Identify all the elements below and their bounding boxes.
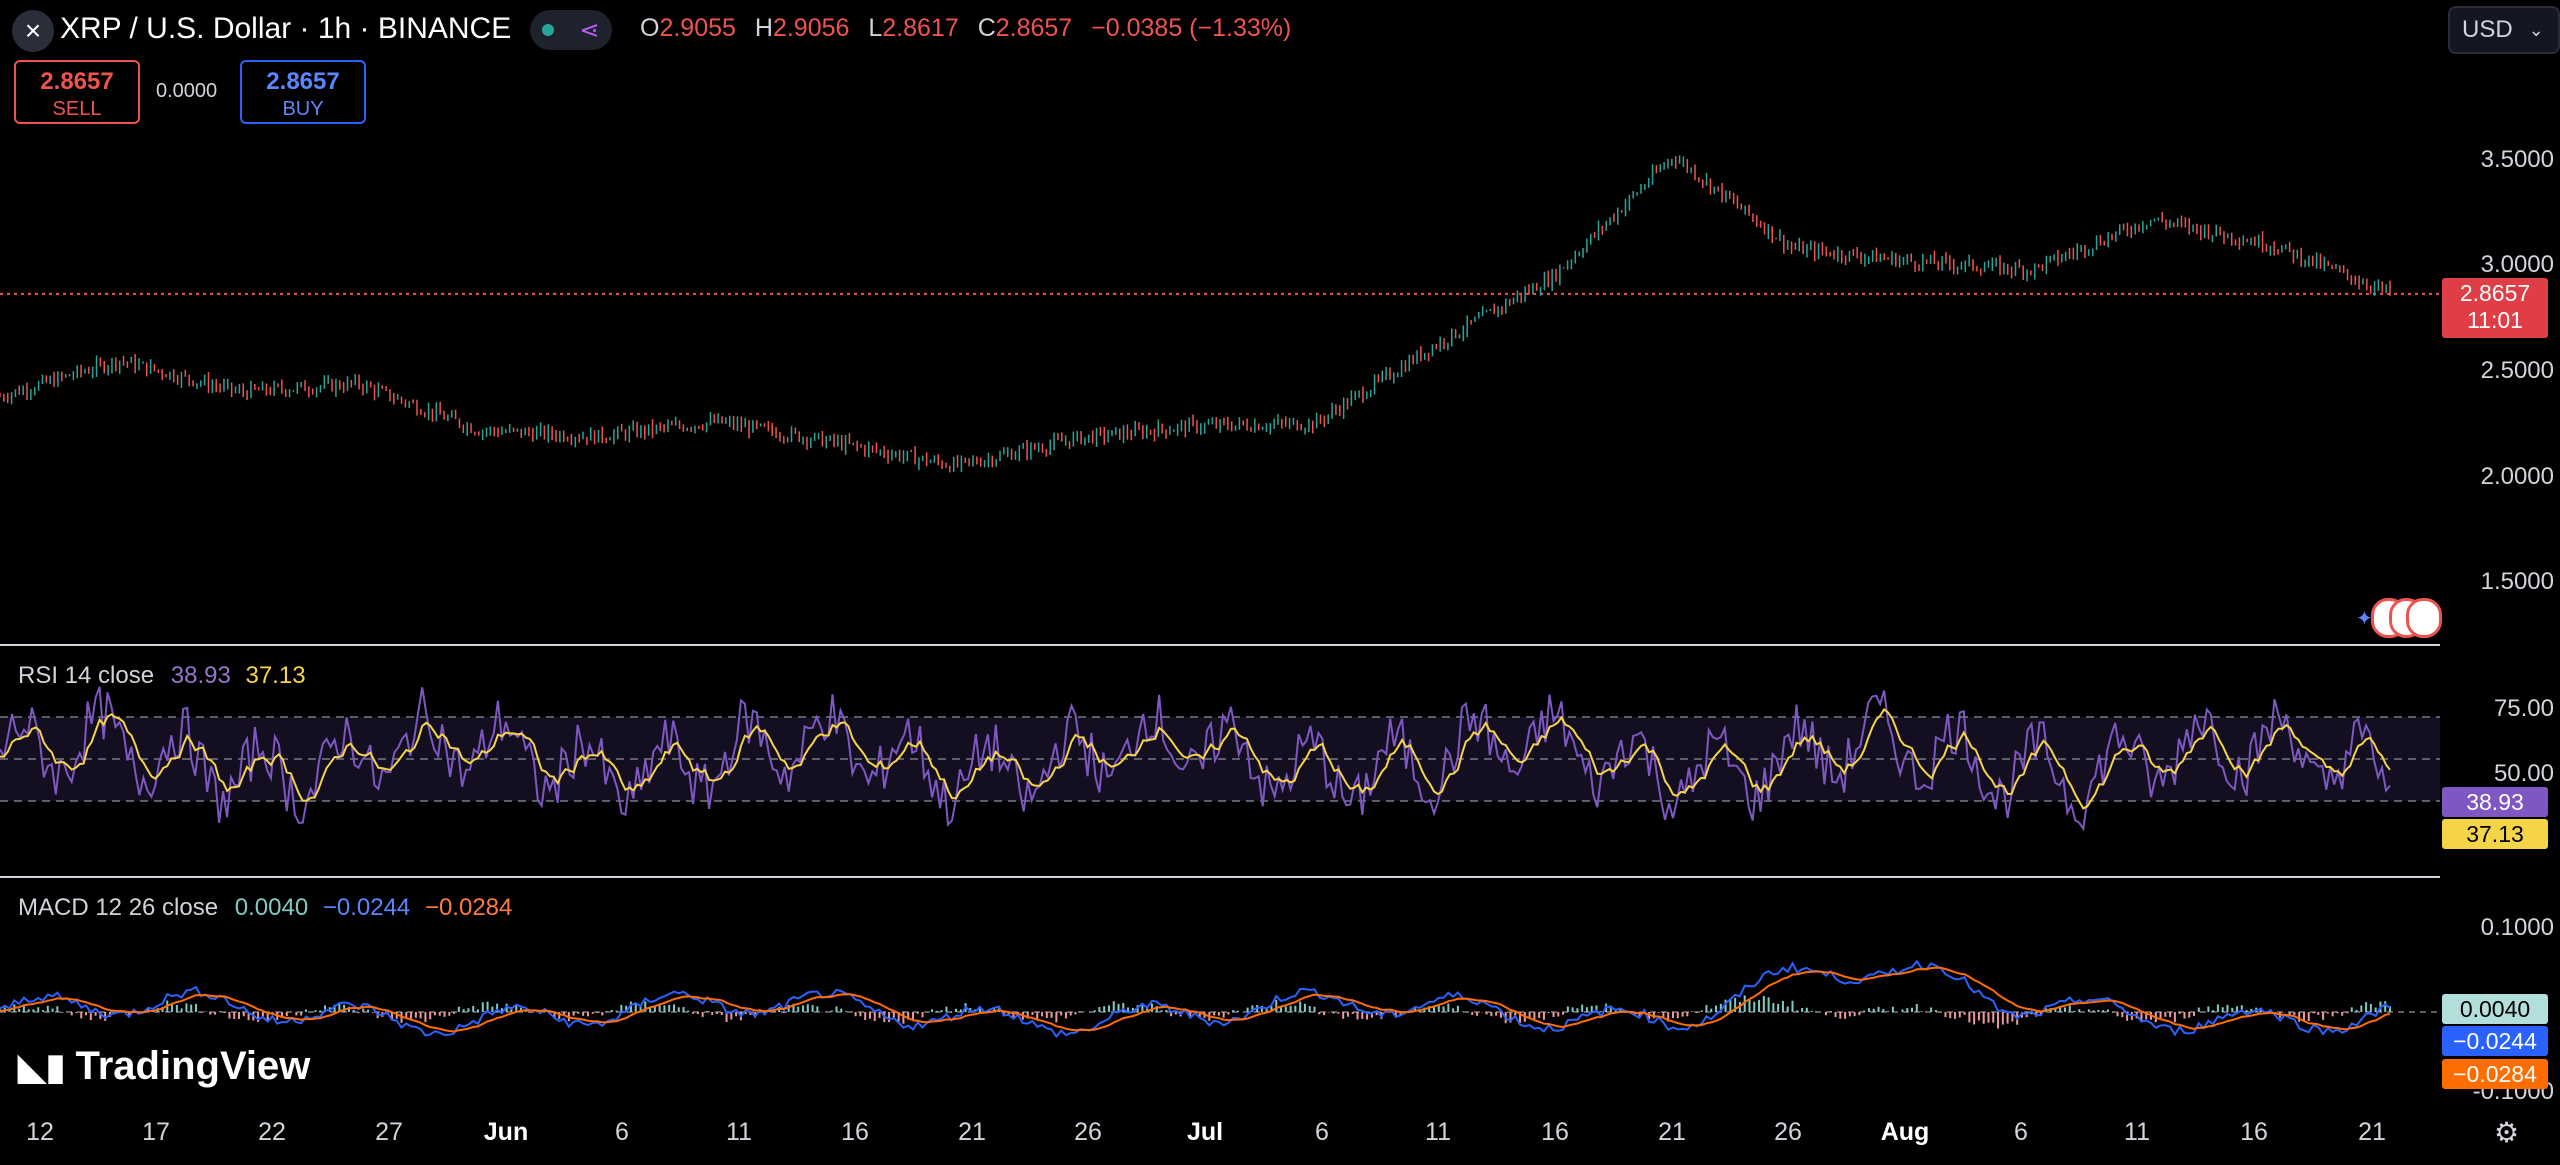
macd-line	[0, 959, 2391, 1039]
date-axis-label: 21	[2358, 1118, 2386, 1146]
ohlc-key: H	[754, 14, 773, 42]
change-value: −0.0385 (−1.33%)	[1091, 14, 1292, 42]
date-axis-label: 6	[615, 1118, 629, 1146]
date-axis-label: 17	[142, 1118, 170, 1146]
macd-value: −0.0244	[322, 894, 411, 921]
ohlc-key: L	[868, 14, 883, 42]
currency-label: USD	[2462, 16, 2513, 43]
date-axis-label: Jun	[483, 1118, 529, 1146]
rsi-chart[interactable]	[0, 646, 2440, 876]
date-axis-label: 22	[258, 1118, 286, 1146]
macd-chart[interactable]	[0, 878, 2440, 1098]
rsi-ma-value-tag: 37.13	[2442, 819, 2548, 849]
rsi-value-tag: 38.93	[2442, 787, 2548, 817]
tv-logo-icon: ◣▮	[18, 1045, 66, 1087]
date-axis-label: 26	[1074, 1118, 1102, 1146]
brand-label: TradingView	[75, 1044, 311, 1088]
date-axis-label: 11	[1425, 1118, 1451, 1146]
spread-value: 0.0000	[156, 80, 218, 102]
rsi-axis-label: 75.00	[2493, 695, 2554, 722]
pane-divider[interactable]	[0, 876, 2440, 878]
macd-signal-line	[0, 966, 2391, 1033]
date-axis-label: Aug	[1880, 1118, 1930, 1146]
macd-legend: MACD 12 26 close 0.0040 −0.0244 −0.0284	[18, 894, 512, 922]
macd-axis-label: 0.1000	[2480, 914, 2554, 941]
rsi-ma-line	[0, 708, 2391, 810]
date-axis-label: 11	[2124, 1118, 2150, 1146]
us-flag-icon	[2406, 598, 2443, 638]
date-axis-label: 27	[375, 1118, 403, 1146]
rsi-title: RSI 14 close	[18, 662, 155, 689]
ohlc-key: O	[640, 14, 660, 42]
chevron-down-icon: ⌄	[2528, 19, 2544, 40]
sell-price: 2.8657	[40, 68, 114, 95]
date-axis-label: 26	[1774, 1118, 1802, 1146]
sell-button[interactable]: 2.8657 SELL	[14, 60, 140, 124]
date-axis-label: 6	[2014, 1118, 2028, 1146]
ohlc-key: C	[977, 14, 996, 42]
macd-hist-tag: 0.0040	[2442, 994, 2548, 1024]
rsi-axis-label: 50.00	[2493, 760, 2554, 787]
macd-signal-value: −0.0284	[424, 894, 513, 921]
market-open-icon	[542, 24, 555, 36]
price-axis-label: 3.5000	[2480, 146, 2554, 173]
share-icon[interactable]: ⋖	[579, 16, 600, 44]
status-pill[interactable]: ⋖	[530, 10, 612, 50]
price-axis-label: 2.5000	[2480, 357, 2554, 384]
date-axis-label: 21	[1658, 1118, 1686, 1146]
settings-icon[interactable]: ⚙	[2494, 1117, 2520, 1148]
ohlc-value: 2.9055	[659, 14, 736, 42]
flag-icon[interactable]: ✦	[2356, 598, 2443, 638]
date-axis-label: 16	[2240, 1118, 2268, 1146]
rsi-value: 38.93	[170, 662, 231, 689]
date-axis-label: Jul	[1186, 1118, 1224, 1146]
close-icon[interactable]: ×	[12, 10, 54, 52]
ohlc-value: 2.9056	[772, 14, 850, 42]
current-price-value: 2.8657	[2459, 280, 2531, 306]
date-axis-label: 12	[26, 1118, 54, 1146]
price-chart[interactable]	[0, 0, 2440, 640]
date-axis-label: 21	[958, 1118, 986, 1146]
macd-signal-tag: −0.0284	[2442, 1059, 2548, 1089]
price-axis-label: 3.0000	[2480, 251, 2554, 278]
price-axis-label: 2.0000	[2480, 463, 2554, 490]
sell-label: SELL	[52, 98, 102, 120]
date-axis-label: 16	[841, 1118, 869, 1146]
buy-price: 2.8657	[266, 68, 340, 95]
ohlc-readout: O2.9055 H2.9056 L2.8617 C2.8657 −0.0385 …	[640, 14, 1303, 43]
buy-button[interactable]: 2.8657 BUY	[240, 60, 366, 124]
symbol-title[interactable]: XRP / U.S. Dollar · 1h · BINANCE	[60, 12, 512, 45]
rsi-legend: RSI 14 close 38.93 37.13	[18, 662, 306, 690]
macd-title: MACD 12 26 close	[18, 894, 219, 921]
ohlc-value: 2.8657	[995, 14, 1073, 42]
currency-select[interactable]: USD ⌄	[2448, 6, 2560, 54]
buy-label: BUY	[282, 98, 324, 120]
pane-divider[interactable]	[0, 644, 2440, 646]
date-axis-label: 16	[1541, 1118, 1569, 1146]
ohlc-value: 2.8617	[882, 14, 959, 42]
current-price-tag: 2.8657 11:01	[2442, 278, 2548, 338]
date-axis-label: 11	[726, 1118, 752, 1146]
macd-hist-value: 0.0040	[234, 894, 309, 921]
rsi-line	[0, 686, 2391, 832]
countdown-value: 11:01	[2467, 307, 2523, 333]
sparkle-icon: ✦	[2356, 607, 2373, 630]
date-axis-label: 6	[1315, 1118, 1329, 1146]
price-axis-label: 1.5000	[2480, 568, 2554, 595]
rsi-ma-value: 37.13	[245, 662, 306, 689]
tradingview-logo: ◣▮ TradingView	[18, 1044, 310, 1089]
macd-value-tag: −0.0244	[2442, 1026, 2548, 1056]
